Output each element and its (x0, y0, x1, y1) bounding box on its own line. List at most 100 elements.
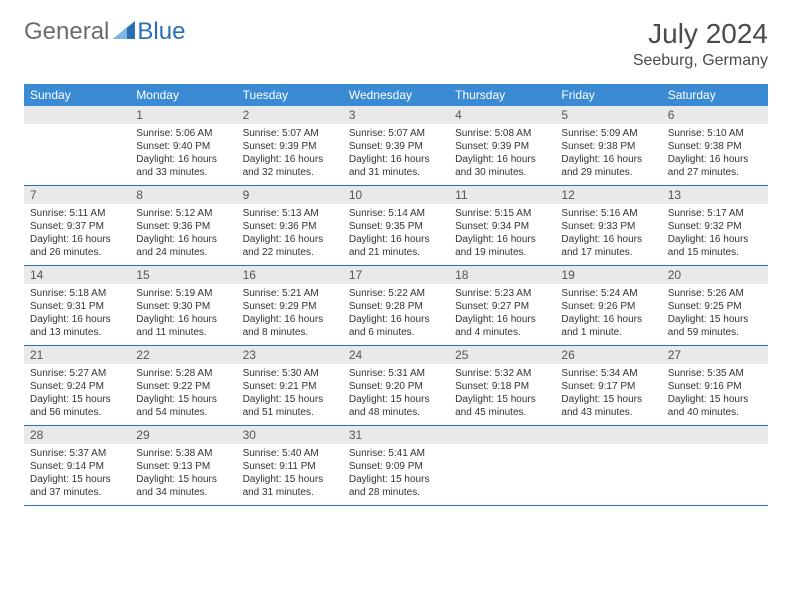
sunrise-line: Sunrise: 5:13 AM (243, 207, 337, 220)
sunset-line: Sunset: 9:17 PM (561, 380, 655, 393)
day-number: 7 (24, 186, 130, 204)
calendar-cell (24, 106, 130, 186)
sunset-line: Sunset: 9:18 PM (455, 380, 549, 393)
day-body: Sunrise: 5:16 AMSunset: 9:33 PMDaylight:… (555, 204, 661, 265)
weekday-header: Friday (555, 84, 661, 106)
day-number: 8 (130, 186, 236, 204)
day-number-empty (24, 106, 130, 124)
daylight-line: Daylight: 16 hours and 33 minutes. (136, 153, 230, 179)
sunrise-line: Sunrise: 5:30 AM (243, 367, 337, 380)
sunset-line: Sunset: 9:39 PM (243, 140, 337, 153)
brand-triangle-icon (113, 21, 135, 44)
daylight-line: Daylight: 15 hours and 54 minutes. (136, 393, 230, 419)
sunset-line: Sunset: 9:21 PM (243, 380, 337, 393)
location-label: Seeburg, Germany (633, 52, 768, 70)
day-number: 6 (662, 106, 768, 124)
day-body: Sunrise: 5:10 AMSunset: 9:38 PMDaylight:… (662, 124, 768, 185)
day-body: Sunrise: 5:41 AMSunset: 9:09 PMDaylight:… (343, 444, 449, 505)
daylight-line: Daylight: 15 hours and 56 minutes. (30, 393, 124, 419)
day-body-empty (555, 444, 661, 504)
sunrise-line: Sunrise: 5:21 AM (243, 287, 337, 300)
daylight-line: Daylight: 15 hours and 51 minutes. (243, 393, 337, 419)
weekday-header: Monday (130, 84, 236, 106)
sunset-line: Sunset: 9:32 PM (668, 220, 762, 233)
daylight-line: Daylight: 16 hours and 31 minutes. (349, 153, 443, 179)
day-body: Sunrise: 5:17 AMSunset: 9:32 PMDaylight:… (662, 204, 768, 265)
sunset-line: Sunset: 9:36 PM (243, 220, 337, 233)
calendar-cell (555, 426, 661, 506)
calendar-cell: 9Sunrise: 5:13 AMSunset: 9:36 PMDaylight… (237, 186, 343, 266)
day-body: Sunrise: 5:13 AMSunset: 9:36 PMDaylight:… (237, 204, 343, 265)
day-body: Sunrise: 5:32 AMSunset: 9:18 PMDaylight:… (449, 364, 555, 425)
brand-general: General (24, 18, 109, 46)
sunset-line: Sunset: 9:38 PM (561, 140, 655, 153)
calendar-cell: 5Sunrise: 5:09 AMSunset: 9:38 PMDaylight… (555, 106, 661, 186)
day-number: 20 (662, 266, 768, 284)
sunrise-line: Sunrise: 5:32 AM (455, 367, 549, 380)
sunset-line: Sunset: 9:34 PM (455, 220, 549, 233)
daylight-line: Daylight: 16 hours and 11 minutes. (136, 313, 230, 339)
daylight-line: Daylight: 16 hours and 6 minutes. (349, 313, 443, 339)
day-number: 10 (343, 186, 449, 204)
sunset-line: Sunset: 9:30 PM (136, 300, 230, 313)
sunrise-line: Sunrise: 5:35 AM (668, 367, 762, 380)
calendar-cell: 26Sunrise: 5:34 AMSunset: 9:17 PMDayligh… (555, 346, 661, 426)
daylight-line: Daylight: 15 hours and 37 minutes. (30, 473, 124, 499)
sunset-line: Sunset: 9:24 PM (30, 380, 124, 393)
sunset-line: Sunset: 9:39 PM (455, 140, 549, 153)
weekday-header: Wednesday (343, 84, 449, 106)
daylight-line: Daylight: 15 hours and 28 minutes. (349, 473, 443, 499)
day-number: 11 (449, 186, 555, 204)
day-number-empty (555, 426, 661, 444)
day-number: 5 (555, 106, 661, 124)
sunrise-line: Sunrise: 5:24 AM (561, 287, 655, 300)
day-body: Sunrise: 5:40 AMSunset: 9:11 PMDaylight:… (237, 444, 343, 505)
day-body: Sunrise: 5:12 AMSunset: 9:36 PMDaylight:… (130, 204, 236, 265)
calendar-cell: 19Sunrise: 5:24 AMSunset: 9:26 PMDayligh… (555, 266, 661, 346)
calendar-cell: 25Sunrise: 5:32 AMSunset: 9:18 PMDayligh… (449, 346, 555, 426)
day-number: 1 (130, 106, 236, 124)
day-number: 23 (237, 346, 343, 364)
sunrise-line: Sunrise: 5:41 AM (349, 447, 443, 460)
daylight-line: Daylight: 16 hours and 24 minutes. (136, 233, 230, 259)
weekday-header: Tuesday (237, 84, 343, 106)
daylight-line: Daylight: 16 hours and 29 minutes. (561, 153, 655, 179)
calendar-cell: 30Sunrise: 5:40 AMSunset: 9:11 PMDayligh… (237, 426, 343, 506)
calendar-cell: 3Sunrise: 5:07 AMSunset: 9:39 PMDaylight… (343, 106, 449, 186)
daylight-line: Daylight: 16 hours and 22 minutes. (243, 233, 337, 259)
daylight-line: Daylight: 16 hours and 8 minutes. (243, 313, 337, 339)
day-number: 2 (237, 106, 343, 124)
sunset-line: Sunset: 9:11 PM (243, 460, 337, 473)
day-number: 28 (24, 426, 130, 444)
day-body-empty (449, 444, 555, 504)
calendar-cell: 10Sunrise: 5:14 AMSunset: 9:35 PMDayligh… (343, 186, 449, 266)
day-body: Sunrise: 5:14 AMSunset: 9:35 PMDaylight:… (343, 204, 449, 265)
sunrise-line: Sunrise: 5:07 AM (349, 127, 443, 140)
sunrise-line: Sunrise: 5:28 AM (136, 367, 230, 380)
sunrise-line: Sunrise: 5:18 AM (30, 287, 124, 300)
calendar-cell: 27Sunrise: 5:35 AMSunset: 9:16 PMDayligh… (662, 346, 768, 426)
day-number: 27 (662, 346, 768, 364)
day-body: Sunrise: 5:07 AMSunset: 9:39 PMDaylight:… (343, 124, 449, 185)
sunrise-line: Sunrise: 5:37 AM (30, 447, 124, 460)
weekday-header: Saturday (662, 84, 768, 106)
day-number: 26 (555, 346, 661, 364)
day-number: 30 (237, 426, 343, 444)
day-number: 9 (237, 186, 343, 204)
daylight-line: Daylight: 16 hours and 1 minute. (561, 313, 655, 339)
sunset-line: Sunset: 9:14 PM (30, 460, 124, 473)
day-body: Sunrise: 5:34 AMSunset: 9:17 PMDaylight:… (555, 364, 661, 425)
sunrise-line: Sunrise: 5:40 AM (243, 447, 337, 460)
sunset-line: Sunset: 9:27 PM (455, 300, 549, 313)
sunset-line: Sunset: 9:35 PM (349, 220, 443, 233)
day-body: Sunrise: 5:11 AMSunset: 9:37 PMDaylight:… (24, 204, 130, 265)
header: General Blue July 2024 Seeburg, Germany (24, 18, 768, 70)
sunrise-line: Sunrise: 5:10 AM (668, 127, 762, 140)
daylight-line: Daylight: 16 hours and 4 minutes. (455, 313, 549, 339)
sunset-line: Sunset: 9:13 PM (136, 460, 230, 473)
calendar-cell: 2Sunrise: 5:07 AMSunset: 9:39 PMDaylight… (237, 106, 343, 186)
sunrise-line: Sunrise: 5:14 AM (349, 207, 443, 220)
sunrise-line: Sunrise: 5:27 AM (30, 367, 124, 380)
calendar-cell: 15Sunrise: 5:19 AMSunset: 9:30 PMDayligh… (130, 266, 236, 346)
sunset-line: Sunset: 9:28 PM (349, 300, 443, 313)
